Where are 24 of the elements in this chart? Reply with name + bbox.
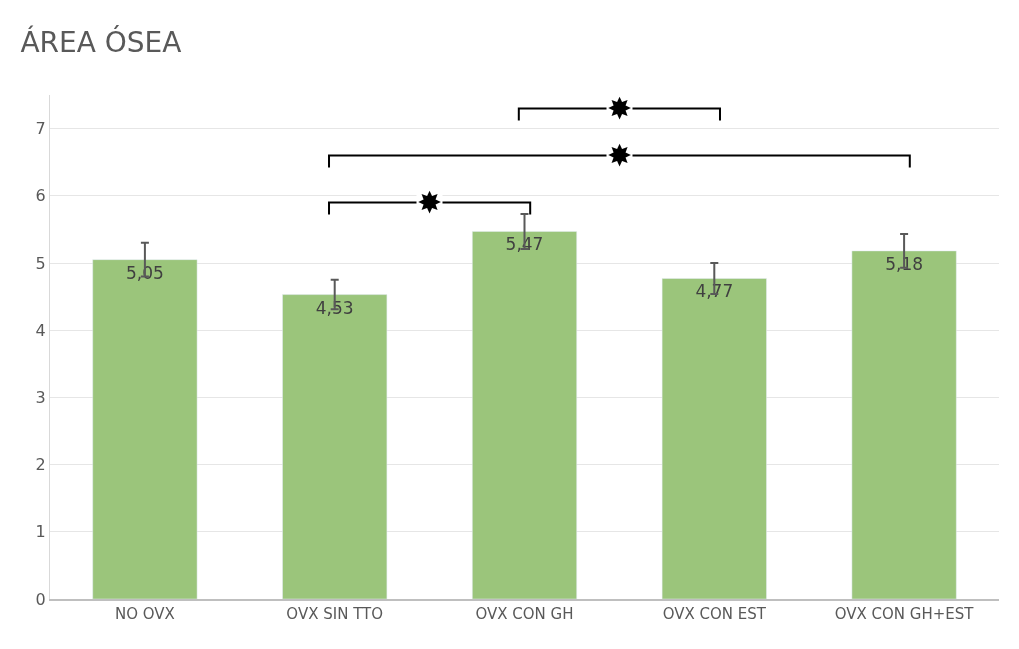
y-tick-label: 5	[35, 253, 46, 273]
x-tick-label: OVX CON GH+EST	[834, 605, 975, 623]
x-tick-label: OVX CON GH	[475, 605, 574, 623]
bar	[851, 250, 957, 599]
data-label: 4,53	[315, 297, 354, 318]
y-tick-label: 4	[35, 320, 46, 340]
data-label: 4,77	[695, 281, 734, 302]
y-tick-label: 6	[35, 186, 46, 206]
y-tick-label: 7	[35, 119, 46, 139]
y-tick-label: 2	[35, 455, 46, 475]
annotation: ✸	[417, 185, 443, 220]
x-tick-label: OVX SIN TTO	[286, 605, 384, 623]
bar	[661, 278, 767, 599]
chart-title: ÁREA ÓSEA	[20, 25, 182, 60]
bar	[282, 294, 388, 599]
x-tick-label: NO OVX	[114, 605, 175, 623]
y-tick-label: 1	[35, 522, 46, 542]
bar	[472, 231, 577, 599]
annotation: ✸	[607, 91, 633, 126]
annotation: ✸	[607, 138, 633, 173]
x-tick-label: OVX CON EST	[662, 605, 767, 623]
y-tick-label: 3	[35, 388, 46, 407]
y-tick-label: 0	[35, 589, 46, 609]
bar	[92, 259, 198, 599]
